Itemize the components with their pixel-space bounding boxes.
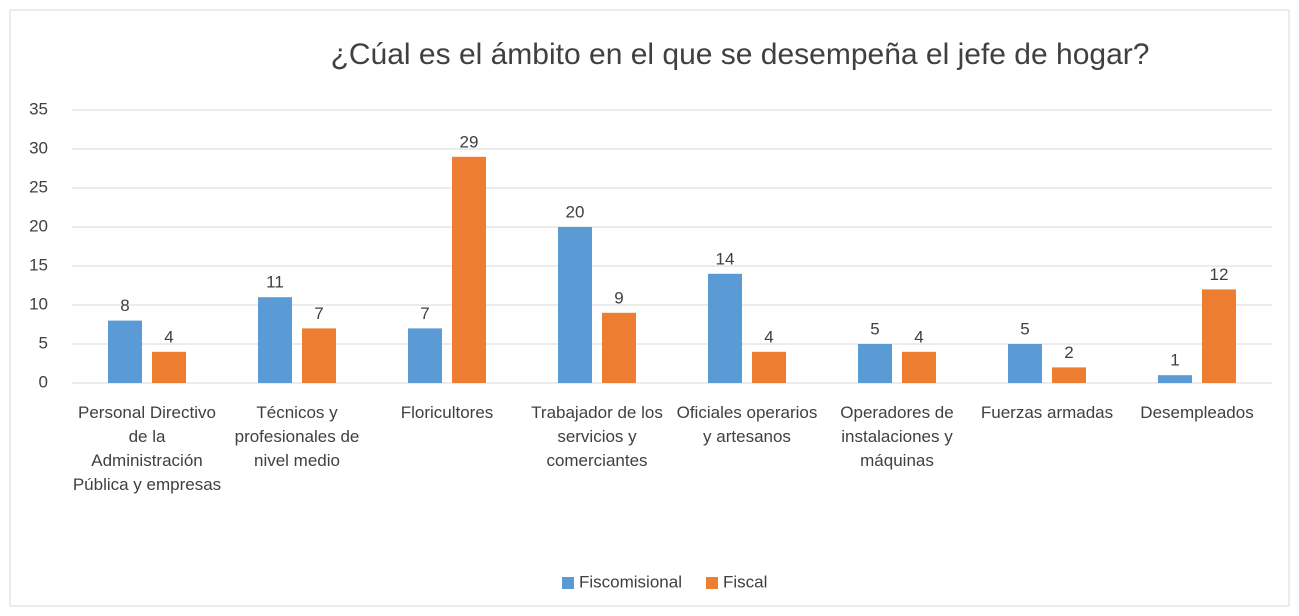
chart-border [9, 9, 1290, 607]
bar [302, 328, 336, 383]
bar [408, 328, 442, 383]
data-label: 4 [914, 327, 923, 346]
bar [558, 227, 592, 383]
data-label: 4 [764, 327, 773, 346]
legend-swatch [705, 577, 718, 589]
bar [258, 297, 292, 383]
legend-label: Fiscomisional [579, 572, 682, 591]
bar [452, 156, 486, 383]
x-tick-label: Personal Directivo de la Administración … [72, 403, 222, 494]
bar [708, 273, 742, 383]
y-tick-label: 5 [39, 333, 48, 352]
chart-title: ¿Cúal es el ámbito en el que se desempeñ… [331, 38, 1150, 71]
y-tick-label: 15 [29, 255, 48, 274]
bar [1052, 367, 1086, 383]
x-tick-label: Trabajador de los servicios y comerciant… [531, 403, 663, 470]
data-label: 2 [1064, 343, 1073, 362]
data-label: 7 [420, 304, 429, 323]
y-tick-label: 35 [29, 99, 48, 118]
x-tick-label: Operadores de instalaciones y máquinas [840, 403, 954, 470]
bar [902, 351, 936, 383]
data-label: 9 [614, 288, 623, 307]
x-tick-label: Fuerzas armadas [980, 403, 1114, 422]
bar [1008, 344, 1042, 383]
data-label: 12 [1210, 265, 1229, 284]
y-tick-label: 20 [29, 216, 48, 235]
bar [858, 344, 892, 383]
y-tick-label: 30 [29, 138, 48, 157]
data-label: 4 [164, 327, 173, 346]
data-label: 5 [1020, 319, 1029, 338]
legend-label: Fiscal [723, 572, 767, 591]
bar [752, 351, 786, 383]
bar [1158, 375, 1192, 383]
data-label: 14 [716, 249, 735, 268]
bar [602, 312, 636, 383]
y-tick-label: 0 [39, 372, 48, 391]
y-tick-label: 25 [29, 177, 48, 196]
legend-swatch [562, 577, 574, 589]
data-label: 8 [120, 296, 129, 315]
x-tick-label: Oficiales operarios y artesanos [676, 403, 818, 446]
data-label: 1 [1170, 351, 1179, 370]
x-tick-label: Floricultores [400, 403, 494, 422]
bar [1202, 289, 1236, 383]
data-label: 20 [566, 202, 585, 221]
data-label: 11 [266, 273, 284, 292]
y-tick-label: 10 [29, 294, 48, 313]
data-label: 29 [460, 132, 479, 151]
x-tick-label: Desempleados [1140, 403, 1254, 422]
data-label: 5 [870, 319, 879, 338]
bar [108, 320, 142, 383]
data-label: 7 [314, 304, 323, 323]
x-tick-label: Técnicos y profesionales de nivel medio [234, 403, 360, 470]
bar [152, 351, 186, 383]
